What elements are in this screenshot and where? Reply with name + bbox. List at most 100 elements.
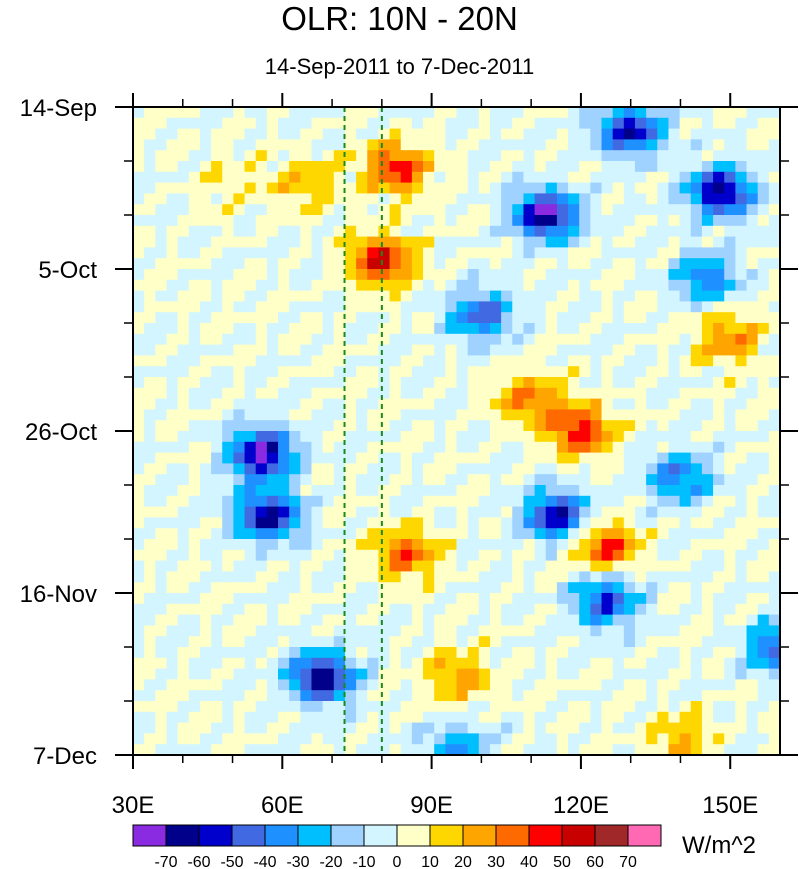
heatmap-cell [423,139,435,151]
heatmap-cell [155,517,168,529]
heatmap-cell [579,452,591,464]
heatmap-cell [668,269,681,281]
heatmap-cell [244,474,257,486]
heatmap-cell [322,506,335,518]
heatmap-cell [356,409,368,421]
heatmap-cell [211,139,223,151]
heatmap-cell [166,506,179,518]
heatmap-cell [423,182,435,194]
heatmap-cell [467,441,480,454]
heatmap-cell [300,333,313,346]
heatmap-cell [445,690,458,702]
heatmap-cell [211,539,223,551]
heatmap-cell [713,690,725,702]
heatmap-cell [177,701,190,713]
heatmap-cell [367,279,380,292]
heatmap-cell [746,614,759,626]
heatmap-cell [612,711,625,724]
heatmap-cell [757,150,770,162]
heatmap-cell [467,344,480,356]
heatmap-cell [523,420,536,432]
heatmap-cell [411,355,424,367]
heatmap-cell [478,139,491,151]
heatmap-cell [289,171,301,184]
heatmap-cell [757,690,770,702]
heatmap-cell [512,139,525,151]
heatmap-cell [389,117,402,130]
heatmap-cell [512,744,525,756]
heatmap-cell [757,657,770,670]
heatmap-cell [233,582,246,594]
heatmap-cell [746,204,759,216]
heatmap-cell [311,279,324,292]
heatmap-cell [701,279,714,292]
heatmap-cell [278,355,290,367]
heatmap-cell [199,679,212,691]
heatmap-cell [601,236,614,248]
heatmap-cell [356,668,368,680]
heatmap-cell [255,539,268,551]
heatmap-cell [445,193,458,205]
heatmap-cell [244,355,257,367]
heatmap-cell [188,215,201,227]
heatmap-cell [278,679,290,691]
heatmap-cell [590,528,603,540]
heatmap-cell [445,333,458,346]
heatmap-cell [166,679,179,691]
heatmap-cell [411,463,424,475]
heatmap-cell [400,409,413,421]
heatmap-cell [768,398,781,410]
heatmap-cell [378,744,391,756]
heatmap-cell [746,344,759,356]
heatmap-cell [701,711,714,724]
heatmap-cell [501,690,513,702]
colorbar-swatch [297,824,332,847]
heatmap-cell [344,323,357,335]
heatmap-cell [389,344,402,356]
heatmap-cell [757,636,770,648]
heatmap-cell [344,582,357,594]
heatmap-cell [133,517,145,529]
heatmap-cell [724,225,736,238]
heatmap-cell [445,323,458,335]
heatmap-cell [222,215,234,227]
heatmap-cell [333,679,346,691]
heatmap-cell [590,711,603,724]
heatmap-cell [478,150,491,162]
heatmap-cell [400,117,413,130]
heatmap-cell [534,636,547,648]
heatmap-cell [668,387,681,400]
heatmap-cell [456,398,469,410]
heatmap-cell [222,560,234,572]
heatmap-cell [222,225,234,238]
heatmap-cell [623,452,636,464]
heatmap-cell [266,150,279,162]
heatmap-cell [278,506,290,518]
heatmap-cell [746,701,759,713]
heatmap-cell [746,722,759,734]
heatmap-cell [311,236,324,248]
heatmap-cell [579,485,591,497]
heatmap-cell [255,290,268,302]
heatmap-cell [266,636,279,648]
heatmap-cell [735,301,748,313]
heatmap-cell [735,377,748,389]
heatmap-cell [590,463,603,475]
heatmap-cell [690,657,703,670]
heatmap-cell [668,236,681,248]
heatmap-cell [768,215,781,227]
heatmap-cell [634,593,647,605]
heatmap-cell [556,463,569,475]
heatmap-cell [199,258,212,270]
heatmap-cell [556,690,569,702]
heatmap-cell [211,647,223,659]
heatmap-cell [367,355,380,367]
heatmap-cell [657,744,670,756]
heatmap-cell [423,117,435,130]
heatmap-cell [244,582,257,594]
heatmap-cell [133,657,145,670]
heatmap-cell [467,549,480,562]
heatmap-cell [434,668,446,680]
heatmap-cell [713,517,725,529]
heatmap-cell [133,733,145,745]
